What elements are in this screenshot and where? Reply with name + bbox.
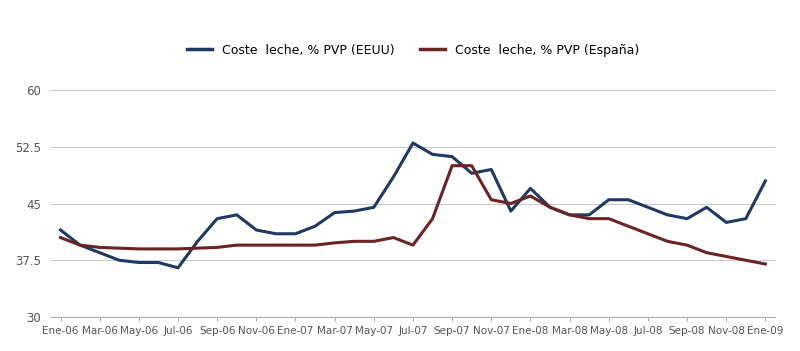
Line: Coste  leche, % PVP (EEUU): Coste leche, % PVP (EEUU) <box>61 143 766 268</box>
Coste  leche, % PVP (España) <box>546 205 555 210</box>
Coste  leche, % PVP (España) <box>526 194 535 198</box>
Coste  leche, % PVP (España) <box>290 243 300 247</box>
Coste  leche, % PVP (España) <box>467 164 477 168</box>
Coste  leche, % PVP (España) <box>741 258 750 262</box>
Coste  leche, % PVP (España) <box>604 217 614 221</box>
Coste  leche, % PVP (España) <box>212 245 222 250</box>
Coste  leche, % PVP (EEUU) <box>212 217 222 221</box>
Coste  leche, % PVP (EEUU) <box>506 209 516 213</box>
Coste  leche, % PVP (EEUU) <box>173 266 182 270</box>
Coste  leche, % PVP (EEUU) <box>330 211 339 215</box>
Coste  leche, % PVP (EEUU) <box>584 213 594 217</box>
Coste  leche, % PVP (España) <box>623 224 633 228</box>
Coste  leche, % PVP (EEUU) <box>251 228 261 232</box>
Coste  leche, % PVP (EEUU) <box>486 167 496 172</box>
Coste  leche, % PVP (España) <box>506 201 516 206</box>
Coste  leche, % PVP (España) <box>565 213 574 217</box>
Coste  leche, % PVP (España) <box>584 217 594 221</box>
Coste  leche, % PVP (España) <box>271 243 281 247</box>
Coste  leche, % PVP (EEUU) <box>741 217 750 221</box>
Coste  leche, % PVP (España) <box>56 236 66 240</box>
Coste  leche, % PVP (España) <box>486 198 496 202</box>
Coste  leche, % PVP (EEUU) <box>154 260 163 265</box>
Coste  leche, % PVP (EEUU) <box>643 205 653 210</box>
Coste  leche, % PVP (España) <box>350 239 359 244</box>
Coste  leche, % PVP (EEUU) <box>75 243 85 247</box>
Coste  leche, % PVP (España) <box>154 247 163 251</box>
Coste  leche, % PVP (España) <box>193 246 202 250</box>
Coste  leche, % PVP (España) <box>95 245 105 250</box>
Coste  leche, % PVP (EEUU) <box>95 251 105 255</box>
Coste  leche, % PVP (EEUU) <box>310 224 320 228</box>
Coste  leche, % PVP (EEUU) <box>134 260 144 265</box>
Coste  leche, % PVP (EEUU) <box>623 198 633 202</box>
Coste  leche, % PVP (España) <box>251 243 261 247</box>
Coste  leche, % PVP (EEUU) <box>682 217 692 221</box>
Coste  leche, % PVP (España) <box>232 243 242 247</box>
Coste  leche, % PVP (EEUU) <box>565 213 574 217</box>
Coste  leche, % PVP (EEUU) <box>193 239 202 244</box>
Coste  leche, % PVP (EEUU) <box>369 205 378 210</box>
Coste  leche, % PVP (España) <box>682 243 692 247</box>
Coste  leche, % PVP (España) <box>75 243 85 247</box>
Coste  leche, % PVP (EEUU) <box>662 213 672 217</box>
Coste  leche, % PVP (EEUU) <box>604 198 614 202</box>
Legend: Coste  leche, % PVP (EEUU), Coste  leche, % PVP (España): Coste leche, % PVP (EEUU), Coste leche, … <box>181 38 645 63</box>
Coste  leche, % PVP (EEUU) <box>290 232 300 236</box>
Coste  leche, % PVP (España) <box>114 246 124 250</box>
Coste  leche, % PVP (España) <box>662 239 672 244</box>
Coste  leche, % PVP (EEUU) <box>722 220 731 225</box>
Line: Coste  leche, % PVP (España): Coste leche, % PVP (España) <box>61 166 766 264</box>
Coste  leche, % PVP (España) <box>702 251 711 255</box>
Coste  leche, % PVP (España) <box>310 243 320 247</box>
Coste  leche, % PVP (España) <box>722 254 731 259</box>
Coste  leche, % PVP (España) <box>643 232 653 236</box>
Coste  leche, % PVP (EEUU) <box>232 213 242 217</box>
Coste  leche, % PVP (EEUU) <box>447 154 457 159</box>
Coste  leche, % PVP (España) <box>330 241 339 245</box>
Coste  leche, % PVP (EEUU) <box>761 179 770 183</box>
Coste  leche, % PVP (EEUU) <box>389 175 398 179</box>
Coste  leche, % PVP (España) <box>134 247 144 251</box>
Coste  leche, % PVP (EEUU) <box>114 258 124 262</box>
Coste  leche, % PVP (España) <box>447 164 457 168</box>
Coste  leche, % PVP (EEUU) <box>56 228 66 232</box>
Coste  leche, % PVP (España) <box>369 239 378 244</box>
Coste  leche, % PVP (EEUU) <box>526 186 535 191</box>
Coste  leche, % PVP (EEUU) <box>408 141 418 145</box>
Coste  leche, % PVP (EEUU) <box>702 205 711 210</box>
Coste  leche, % PVP (EEUU) <box>350 209 359 213</box>
Coste  leche, % PVP (EEUU) <box>546 205 555 210</box>
Coste  leche, % PVP (España) <box>389 236 398 240</box>
Coste  leche, % PVP (España) <box>408 243 418 247</box>
Coste  leche, % PVP (EEUU) <box>467 171 477 176</box>
Coste  leche, % PVP (EEUU) <box>428 152 438 157</box>
Coste  leche, % PVP (España) <box>428 217 438 221</box>
Coste  leche, % PVP (España) <box>761 262 770 266</box>
Coste  leche, % PVP (España) <box>173 247 182 251</box>
Coste  leche, % PVP (EEUU) <box>271 232 281 236</box>
